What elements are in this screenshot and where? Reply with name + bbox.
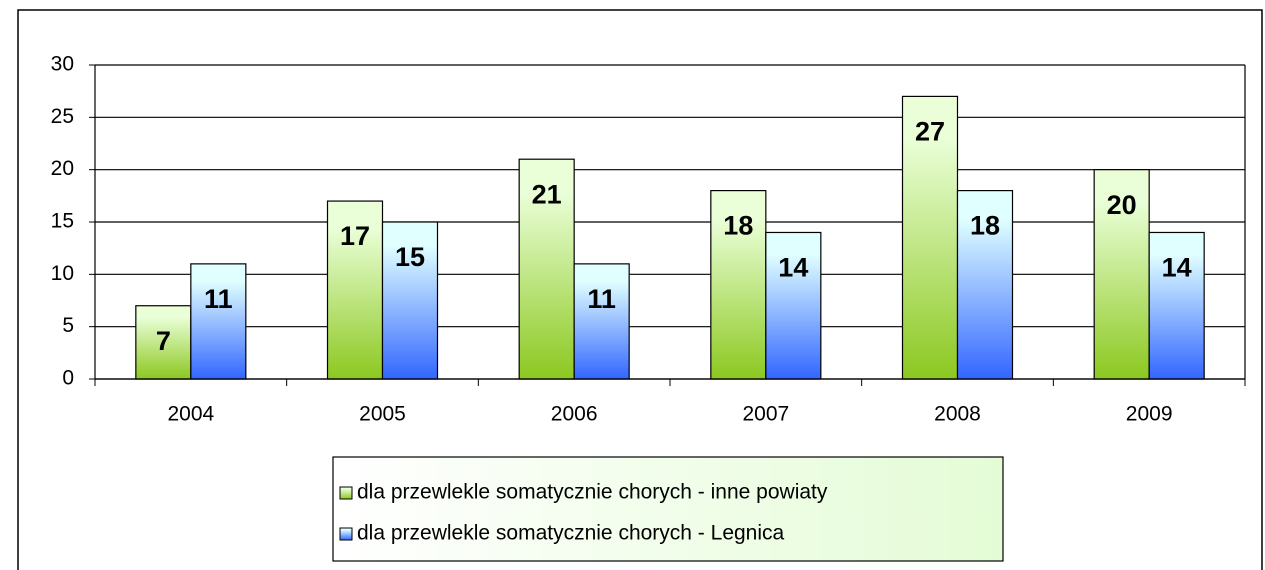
bar [190, 263, 247, 380]
bar [381, 221, 439, 380]
legend-box [332, 456, 1004, 562]
y-tick-label: 5 [62, 314, 74, 337]
legend-swatch [339, 527, 353, 541]
y-tick-label: 20 [51, 157, 74, 180]
bar [518, 158, 575, 380]
bar [1148, 231, 1205, 380]
bar [326, 200, 384, 380]
data-label: 18 [723, 211, 753, 241]
bar [573, 263, 630, 380]
bar [1093, 169, 1150, 380]
bar [765, 231, 822, 380]
data-label: 11 [587, 284, 616, 314]
y-tick-label: 10 [51, 262, 74, 285]
legend-label: dla przewlekle somatycznie chorych - Leg… [357, 522, 785, 545]
y-tick-label: 30 [51, 53, 74, 76]
x-tick-label: 2005 [359, 403, 406, 426]
data-label: 27 [915, 117, 945, 147]
bar [956, 190, 1014, 380]
data-label: 15 [395, 242, 425, 272]
data-label: 11 [204, 284, 233, 314]
data-label: 18 [970, 211, 1000, 241]
y-tick-label: 0 [62, 367, 74, 390]
legend-label: dla przewlekle somatycznie chorych - inn… [357, 481, 828, 504]
x-tick-label: 2008 [934, 403, 981, 426]
x-tick-label: 2009 [1126, 403, 1173, 426]
bar [901, 95, 959, 380]
chart-border [17, 9, 1263, 570]
data-label: 21 [532, 179, 562, 209]
x-tick-label: 2006 [551, 403, 598, 426]
legend-swatch [339, 486, 353, 500]
data-label: 20 [1107, 190, 1137, 220]
data-label: 14 [1162, 253, 1192, 283]
bar [135, 305, 192, 380]
y-tick-label: 15 [51, 210, 74, 233]
data-label: 14 [778, 253, 808, 283]
data-label: 7 [156, 326, 171, 356]
y-tick-label: 25 [51, 105, 74, 128]
data-label: 17 [340, 221, 370, 251]
x-tick-label: 2004 [167, 403, 214, 426]
x-tick-label: 2007 [742, 403, 789, 426]
